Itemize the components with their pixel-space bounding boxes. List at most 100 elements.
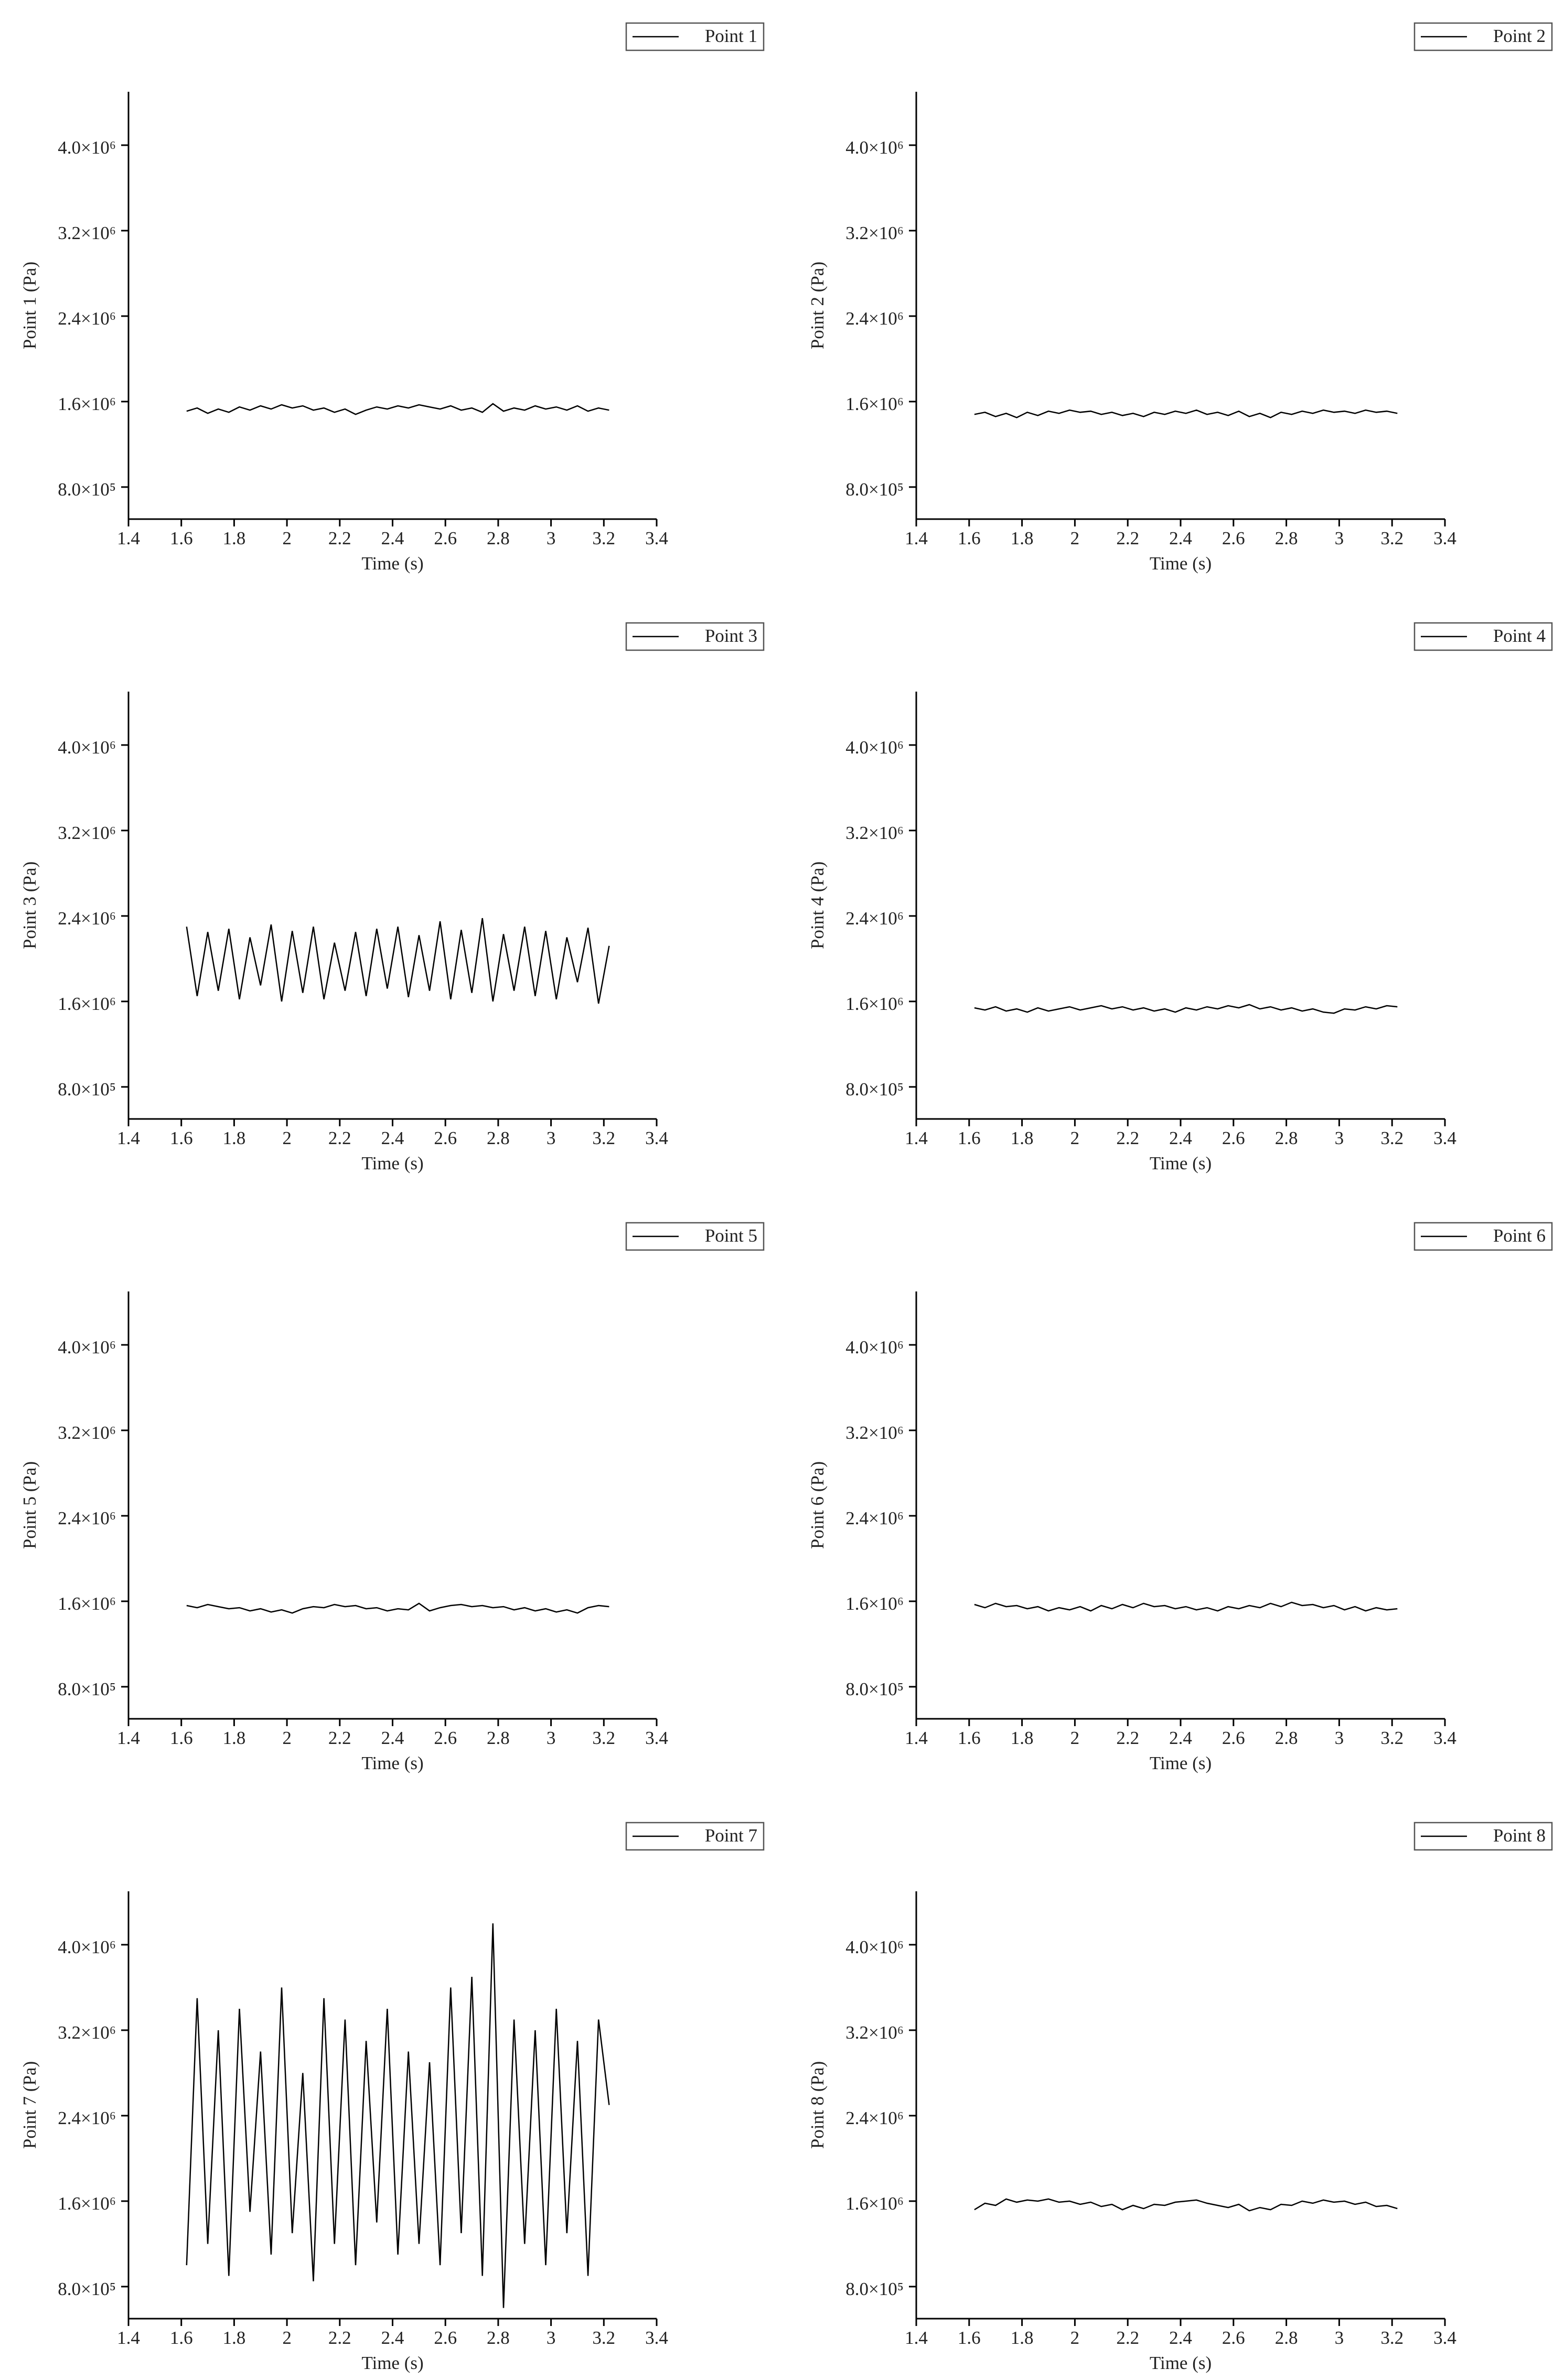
x-tick-label: 2.4 xyxy=(1169,2328,1192,2348)
y-tick-label: 2.4×10⁶ xyxy=(58,308,116,329)
y-tick-label: 4.0×10⁶ xyxy=(58,737,116,758)
x-tick-label: 1.8 xyxy=(1011,1728,1034,1748)
y-axis-label: Point 6 (Pa) xyxy=(807,1461,828,1549)
y-tick-label: 8.0×10⁵ xyxy=(58,479,116,500)
y-tick-label: 8.0×10⁵ xyxy=(845,1079,904,1100)
x-tick-label: 2.4 xyxy=(381,528,404,548)
y-axis-label: Point 5 (Pa) xyxy=(19,1461,40,1549)
legend-box xyxy=(1413,1222,1553,1251)
x-tick-label: 2.8 xyxy=(487,2328,510,2348)
x-tick-label: 3 xyxy=(1335,1728,1344,1748)
x-tick-label: 2.2 xyxy=(328,528,351,548)
x-tick-label: 1.8 xyxy=(1011,2328,1034,2348)
x-tick-label: 2.6 xyxy=(434,528,457,548)
x-tick-label: 2.8 xyxy=(1275,2328,1298,2348)
x-tick-label: 2.6 xyxy=(434,1728,457,1748)
y-tick-label: 4.0×10⁶ xyxy=(845,737,904,758)
x-tick-label: 1.8 xyxy=(223,2328,246,2348)
x-tick-label: 1.4 xyxy=(905,2328,928,2348)
x-tick-label: 2.8 xyxy=(487,1728,510,1748)
x-tick-label: 3.2 xyxy=(1380,1128,1404,1148)
x-axis-label: Time (s) xyxy=(1150,1753,1212,1773)
legend-box xyxy=(1413,622,1553,651)
y-axis-label: Point 3 (Pa) xyxy=(19,861,40,949)
y-tick-label: 4.0×10⁶ xyxy=(845,1937,904,1957)
x-tick-label: 1.8 xyxy=(223,1728,246,1748)
y-tick-label: 1.6×10⁶ xyxy=(845,2193,904,2214)
y-tick-label: 1.6×10⁶ xyxy=(845,994,904,1014)
series-line xyxy=(974,409,1398,418)
x-tick-label: 2.2 xyxy=(1116,528,1139,548)
y-tick-label: 1.6×10⁶ xyxy=(58,2193,116,2214)
x-tick-label: 3 xyxy=(1335,528,1344,548)
x-tick-label: 1.6 xyxy=(958,1728,981,1748)
x-tick-label: 1.8 xyxy=(1011,1128,1034,1148)
legend-label: Point 4 xyxy=(1493,626,1546,646)
x-tick-label: 3.2 xyxy=(592,1128,615,1148)
y-axis-label: Point 8 (Pa) xyxy=(807,2061,828,2149)
x-axis-label: Time (s) xyxy=(1150,553,1212,574)
x-tick-label: 1.4 xyxy=(117,2328,140,2348)
y-axis-label: Point 7 (Pa) xyxy=(19,2061,40,2149)
x-axis-label: Time (s) xyxy=(361,1153,423,1173)
x-tick-label: 3.4 xyxy=(1433,1128,1456,1148)
legend-label: Point 7 xyxy=(705,1825,757,1846)
y-axis-label: Point 4 (Pa) xyxy=(807,861,828,949)
x-tick-label: 2.8 xyxy=(1275,1128,1298,1148)
y-tick-label: 3.2×10⁶ xyxy=(58,2022,116,2043)
panel: 1.4 1.6 1.8 2 2.2 2.4 2.6 2.8 3 3.2 3.4 8.0×10⁵ 1.6×… xyxy=(19,22,765,574)
y-tick-label: 8.0×10⁵ xyxy=(58,2279,116,2299)
x-tick-label: 2.4 xyxy=(1169,1728,1192,1748)
x-axis-label: Time (s) xyxy=(1150,2353,1212,2373)
legend-label: Point 8 xyxy=(1493,1825,1546,1846)
x-tick-label: 1.6 xyxy=(958,2328,981,2348)
x-tick-label: 2.6 xyxy=(1222,528,1245,548)
y-tick-label: 3.2×10⁶ xyxy=(58,1423,116,1443)
x-tick-label: 2.4 xyxy=(1169,1128,1192,1148)
y-tick-label: 8.0×10⁵ xyxy=(58,1679,116,1699)
x-axis-label: Time (s) xyxy=(361,553,423,574)
x-tick-label: 2.6 xyxy=(1222,1128,1245,1148)
x-tick-label: 2.8 xyxy=(487,528,510,548)
panel: 1.4 1.6 1.8 2 2.2 2.4 2.6 2.8 3 3.2 3.4 8.0×10⁵ 1.6×… xyxy=(807,22,1553,574)
x-tick-label: 1.4 xyxy=(905,1728,928,1748)
y-tick-label: 8.0×10⁵ xyxy=(845,1679,904,1699)
x-tick-label: 3.4 xyxy=(1433,1728,1456,1748)
y-tick-label: 2.4×10⁶ xyxy=(845,1508,904,1528)
x-tick-label: 2.2 xyxy=(1116,1128,1139,1148)
x-tick-label: 3 xyxy=(547,2328,556,2348)
y-tick-label: 3.2×10⁶ xyxy=(845,823,904,843)
y-tick-label: 2.4×10⁶ xyxy=(58,908,116,929)
legend-label: Point 3 xyxy=(705,626,757,646)
y-tick-label: 2.4×10⁶ xyxy=(58,1508,116,1528)
x-tick-label: 1.8 xyxy=(223,1128,246,1148)
x-tick-label: 2.2 xyxy=(328,2328,351,2348)
y-tick-label: 4.0×10⁶ xyxy=(58,1337,116,1358)
x-tick-label: 2.6 xyxy=(434,1128,457,1148)
x-tick-label: 3.4 xyxy=(1433,2328,1456,2348)
x-tick-label: 1.4 xyxy=(117,1728,140,1748)
x-tick-label: 3 xyxy=(547,1728,556,1748)
legend-label: Point 6 xyxy=(1493,1225,1546,1246)
y-tick-label: 8.0×10⁵ xyxy=(58,1079,116,1100)
y-axis-label: Point 1 (Pa) xyxy=(19,262,40,349)
x-tick-label: 3 xyxy=(547,1128,556,1148)
y-tick-label: 2.4×10⁶ xyxy=(58,2108,116,2128)
x-tick-label: 2 xyxy=(282,1728,292,1748)
x-tick-label: 2.2 xyxy=(1116,2328,1139,2348)
x-tick-label: 1.6 xyxy=(170,1728,193,1748)
legend-label: Point 5 xyxy=(705,1225,757,1246)
y-tick-label: 4.0×10⁶ xyxy=(58,137,116,158)
x-tick-label: 3.4 xyxy=(645,1128,668,1148)
y-tick-label: 4.0×10⁶ xyxy=(845,1337,904,1358)
series-line xyxy=(186,1602,609,1614)
panel: 1.4 1.6 1.8 2 2.2 2.4 2.6 2.8 3 3.2 3.4 8.0×10⁵ 1.6×… xyxy=(807,1822,1553,2373)
x-tick-label: 3.2 xyxy=(592,2328,615,2348)
y-tick-label: 3.2×10⁶ xyxy=(58,823,116,843)
y-tick-label: 3.2×10⁶ xyxy=(845,223,904,243)
legend-box xyxy=(625,22,765,51)
x-axis-label: Time (s) xyxy=(1150,1153,1212,1173)
x-tick-label: 2 xyxy=(1070,2328,1080,2348)
x-tick-label: 1.8 xyxy=(1011,528,1034,548)
x-tick-label: 1.6 xyxy=(958,528,981,548)
